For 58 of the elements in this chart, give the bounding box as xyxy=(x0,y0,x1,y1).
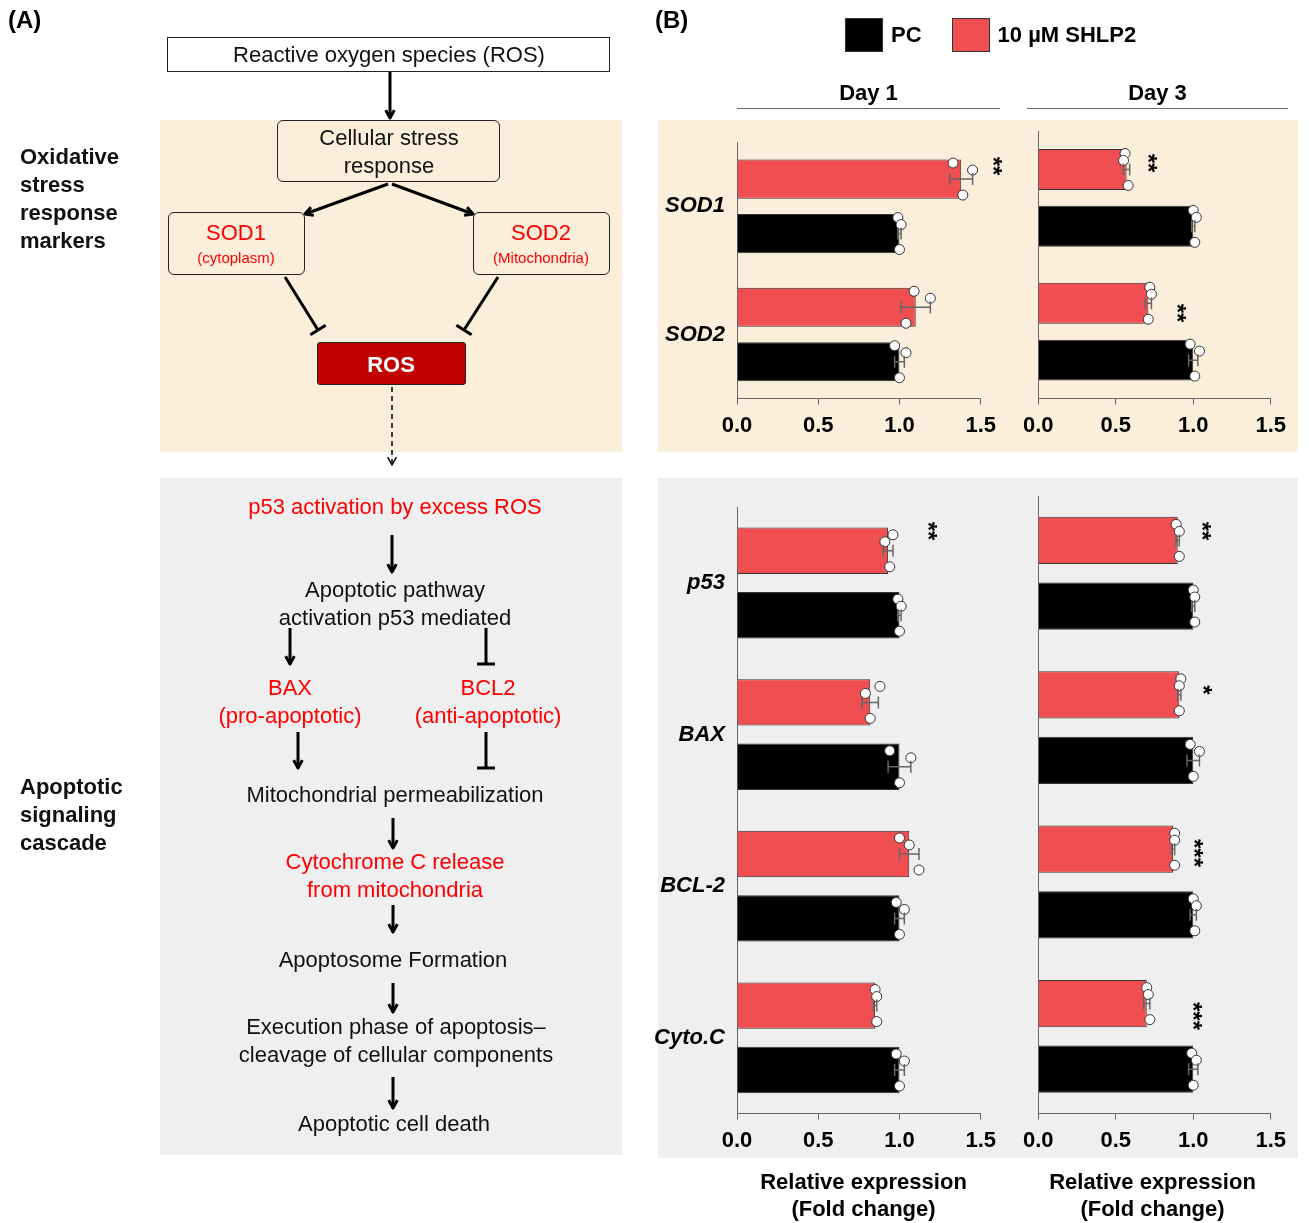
y-tick-label: SOD1 xyxy=(665,192,725,218)
x-tick-label: 1.0 xyxy=(1177,411,1209,437)
text: Apoptotic pathway activation p53 mediated xyxy=(277,576,513,632)
y-tick-label: BCL-2 xyxy=(660,872,726,898)
text: BAX xyxy=(267,674,313,702)
text: Apoptosome Formation xyxy=(278,946,508,974)
text: Apoptotic signaling cascade xyxy=(20,773,124,857)
legend-label: PC xyxy=(891,22,922,48)
text: ROS xyxy=(367,351,415,379)
x-tick-label: 0.0 xyxy=(1022,1126,1054,1152)
y-tick-label: BAX xyxy=(678,720,727,746)
chart-title: Day 1 xyxy=(737,80,1000,109)
annotation: ** xyxy=(1135,153,1162,173)
annotation: *** xyxy=(1181,838,1208,868)
x-tick-label: 0.5 xyxy=(1100,411,1132,437)
text: Reactive oxygen species (ROS) xyxy=(233,41,545,69)
text: Cellular stress response xyxy=(318,124,460,180)
text: Oxidative stress response markers xyxy=(20,143,121,255)
annotation: * xyxy=(1190,685,1217,695)
x-tick-label: 0.5 xyxy=(802,411,834,437)
text: (B) xyxy=(655,6,689,34)
text: (Mitochondria) xyxy=(493,249,589,267)
text: p53 activation by excess ROS xyxy=(248,493,542,521)
annotation: ** xyxy=(915,521,942,541)
annotation: ** xyxy=(980,156,1007,176)
text: (cytoplasm) xyxy=(197,249,275,267)
x-tick-label: 1.0 xyxy=(884,411,915,437)
x-tick-label: 0.0 xyxy=(721,411,753,437)
y-tick-label: SOD2 xyxy=(665,320,726,346)
x-tick-label: 0.5 xyxy=(802,1126,834,1152)
x-axis-title: Relative expression (Fold change) xyxy=(1048,1168,1257,1222)
y-tick-label: Cyto.C xyxy=(654,1023,727,1049)
x-tick-label: 0.5 xyxy=(1100,1126,1132,1152)
text: Mitochondrial permeabilization xyxy=(246,781,544,809)
x-tick-label: 1.0 xyxy=(884,1126,915,1152)
chart-title: Day 3 xyxy=(1027,80,1288,109)
x-tick-label: 1.5 xyxy=(965,411,997,437)
x-axis-title: Relative expression (Fold change) xyxy=(759,1168,968,1222)
x-tick-label: 1.0 xyxy=(1177,1126,1209,1152)
annotation: ** xyxy=(1164,303,1191,323)
legend-label: 10 µM SHLP2 xyxy=(997,22,1137,48)
text: SOD2 xyxy=(511,219,571,247)
text: (anti-apoptotic) xyxy=(414,702,562,730)
text: SOD1 xyxy=(206,219,266,247)
text: BCL2 xyxy=(460,674,516,702)
x-tick-label: 1.5 xyxy=(1255,411,1287,437)
text: (A) xyxy=(8,6,42,34)
x-tick-label: 0.0 xyxy=(721,1126,753,1152)
y-tick-label: p53 xyxy=(686,569,725,595)
annotation: ** xyxy=(1189,521,1216,541)
x-tick-label: 0.0 xyxy=(1022,411,1054,437)
text: Execution phase of apoptosis–cleavage of cellular components xyxy=(237,1013,555,1069)
text: (pro-apoptotic) xyxy=(218,702,362,730)
x-tick-label: 1.5 xyxy=(965,1126,997,1152)
annotation: *** xyxy=(1180,1001,1207,1031)
text: Cytochrome C release from mitochondria xyxy=(284,848,506,904)
x-tick-label: 1.5 xyxy=(1255,1126,1287,1152)
text: Apoptotic cell death xyxy=(297,1110,491,1138)
